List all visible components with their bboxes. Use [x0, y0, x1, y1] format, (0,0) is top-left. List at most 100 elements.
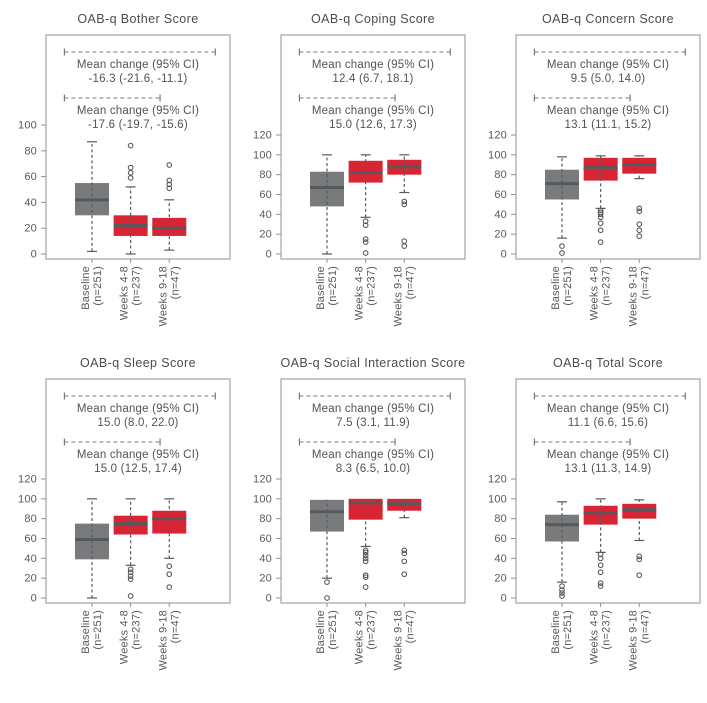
outlier-point: [362, 236, 369, 242]
outlier-point: [559, 583, 565, 589]
outlier-point: [597, 220, 604, 227]
outlier-point: [401, 198, 408, 205]
mean-change-value: -16.3 (-21.6, -11.1): [88, 73, 187, 85]
outlier-point: [127, 164, 134, 171]
outlier-point: [127, 593, 134, 599]
x-category-label: Baseline: [80, 610, 92, 654]
box-weeks: [583, 505, 618, 525]
x-category-label: Weeks 9-18: [627, 266, 639, 327]
y-tick-label: 80: [24, 145, 37, 157]
outlier-point: [597, 569, 604, 576]
mean-change-value: 8.3 (6.5, 10.0): [336, 463, 411, 475]
x-category-sublabel: (n=251): [92, 610, 104, 650]
x-category-label: Weeks 4-8: [354, 266, 366, 320]
x-category-label: Weeks 4-8: [119, 266, 131, 320]
panel-coping-score: OAB-q Coping Score 0 20 40 60 80 100 120 Mean ch…: [235, 7, 470, 351]
y-tick-label: 0: [31, 249, 37, 261]
outlier-point: [401, 550, 408, 557]
x-category-sublabel: (n=251): [327, 266, 339, 306]
y-tick-label: 60: [24, 171, 37, 183]
outlier-point: [636, 233, 643, 239]
outlier-point: [401, 558, 408, 565]
x-category-label: Baseline: [550, 610, 562, 654]
y-tick-label: 40: [259, 209, 272, 221]
y-tick-label: 0: [266, 593, 272, 605]
x-category-sublabel: (n=251): [562, 266, 574, 306]
chart-title: OAB-q Total Score: [553, 356, 663, 370]
outlier-point: [127, 569, 134, 576]
y-tick-label: 20: [259, 229, 272, 241]
outlier-point: [166, 571, 173, 578]
plot-frame: [280, 378, 466, 604]
panel-total-score: OAB-q Total Score 0 20 40 60 80 100 120 Mean cha…: [470, 351, 705, 695]
y-tick-label: 100: [253, 493, 272, 505]
y-tick-label: 40: [259, 553, 272, 565]
outlier-point: [127, 142, 134, 149]
y-tick-label: 100: [488, 493, 507, 505]
outlier-point: [559, 590, 565, 596]
outlier-point: [636, 221, 643, 228]
plot-frame: [280, 34, 466, 260]
plot-frame: [45, 34, 231, 260]
mean-change-label: Mean change (95% CI): [312, 59, 434, 71]
outlier-point: [362, 584, 369, 590]
y-tick-label: 40: [494, 553, 507, 565]
outlier-point: [362, 549, 369, 556]
y-tick-label: 40: [24, 553, 37, 565]
mean-change-value: 13.1 (11.3, 14.9): [565, 463, 652, 475]
outlier-point: [597, 555, 604, 562]
y-tick-label: 120: [488, 474, 507, 486]
y-tick-label: 60: [259, 533, 272, 545]
outlier-point: [559, 593, 565, 599]
y-tick-label: 80: [259, 169, 272, 181]
bother-score-chart: OAB-q Bother Score 0 20 40 60 80 100 Mean chang…: [18, 12, 231, 327]
concern-score-chart: OAB-q Concern Score 0 20 40 60 80 100 120 Mean c…: [488, 12, 701, 327]
x-category-sublabel: (n=47): [169, 610, 181, 643]
mean-change-value: 15.0 (8.0, 22.0): [97, 417, 178, 429]
x-category-sublabel: (n=47): [639, 266, 651, 299]
x-category-label: Baseline: [315, 266, 327, 310]
outlier-point: [597, 214, 604, 221]
plot-frame: [45, 378, 231, 604]
mean-change-value: 15.0 (12.6, 17.3): [329, 119, 417, 131]
outlier-point: [597, 580, 604, 586]
x-category-label: Baseline: [315, 610, 327, 654]
outlier-point: [166, 185, 173, 192]
x-category-label: Weeks 4-8: [354, 610, 366, 664]
y-tick-label: 20: [24, 573, 37, 585]
x-category-sublabel: (n=237): [131, 610, 143, 650]
outlier-point: [166, 181, 173, 188]
x-category-sublabel: (n=237): [601, 610, 613, 650]
outlier-point: [597, 551, 604, 558]
y-tick-label: 40: [24, 197, 37, 209]
y-tick-label: 120: [18, 474, 37, 486]
social-interaction-score-chart: OAB-q Social Interaction Score 0 20 40 60 80 1…: [253, 356, 466, 671]
mean-change-value: 9.5 (5.0, 14.0): [571, 73, 646, 85]
y-tick-label: 0: [31, 593, 37, 605]
y-tick-label: 100: [18, 493, 37, 505]
panel-sleep-score: OAB-q Sleep Score 0 20 40 60 80 100 120 Mean cha…: [0, 351, 235, 695]
outlier-point: [597, 207, 604, 214]
chart-title: OAB-q Social Interaction Score: [281, 356, 466, 370]
outlier-point: [559, 250, 565, 256]
plot-frame: [515, 378, 701, 604]
mean-change-label: Mean change (95% CI): [547, 59, 669, 71]
panel-concern-score: OAB-q Concern Score 0 20 40 60 80 100 120 Mean c…: [470, 7, 705, 351]
outlier-point: [636, 227, 643, 234]
x-category-label: Weeks 9-18: [392, 266, 404, 327]
mean-change-label: Mean change (95% CI): [77, 105, 199, 117]
outlier-point: [636, 208, 643, 215]
outlier-point: [636, 556, 643, 563]
outlier-point: [636, 572, 643, 579]
panel-social-interaction-score: OAB-q Social Interaction Score 0 20 40 60 80 1…: [235, 351, 470, 695]
outlier-point: [127, 576, 134, 583]
x-category-sublabel: (n=47): [639, 610, 651, 643]
y-tick-label: 20: [494, 229, 507, 241]
mean-change-label: Mean change (95% CI): [77, 449, 199, 461]
y-tick-label: 80: [494, 513, 507, 525]
y-tick-label: 20: [494, 573, 507, 585]
outlier-point: [401, 547, 408, 554]
outlier-point: [559, 243, 565, 249]
outlier-point: [597, 583, 604, 589]
